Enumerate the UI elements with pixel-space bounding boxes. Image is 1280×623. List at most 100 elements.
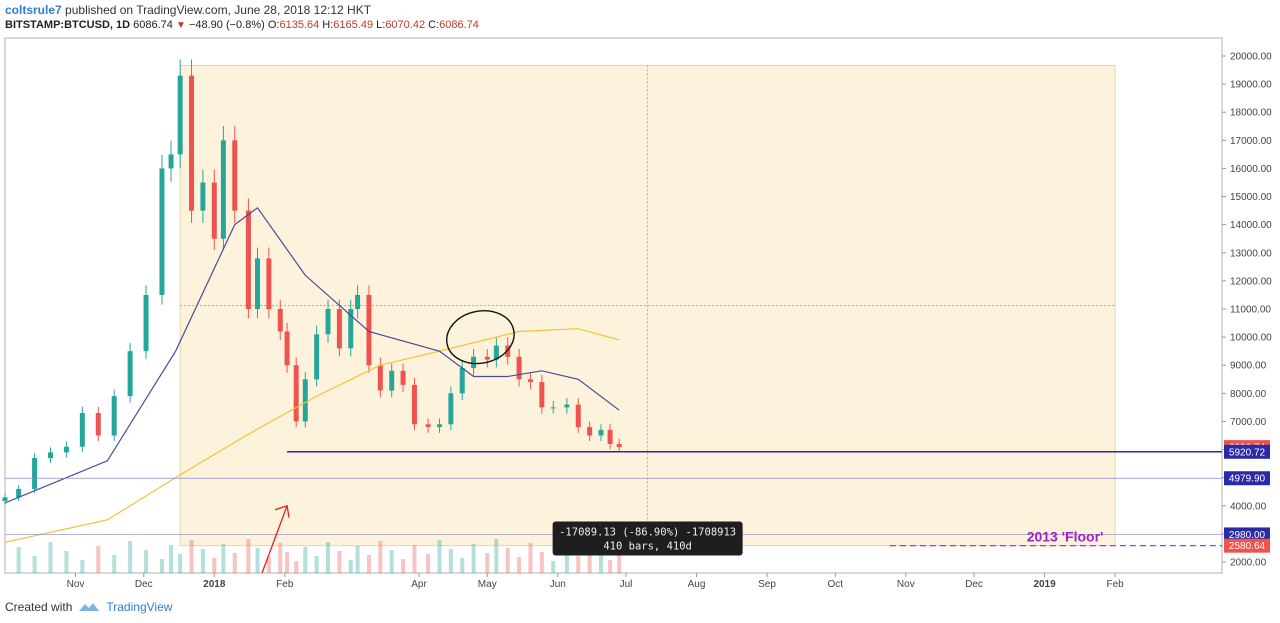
price-label-text: 4979.90 xyxy=(1229,474,1266,485)
volume-bar xyxy=(460,558,465,573)
candle xyxy=(95,413,101,436)
close-label: C: xyxy=(428,19,440,31)
y-tick-label: 4000.00 xyxy=(1230,501,1267,512)
candle xyxy=(355,294,361,309)
y-tick-label: 14000.00 xyxy=(1230,220,1272,231)
volume-bar xyxy=(189,540,194,573)
candle xyxy=(79,413,85,447)
volume-bar xyxy=(355,546,360,573)
volume-bar xyxy=(576,556,581,573)
volume-bar xyxy=(617,546,622,573)
x-tick-label: Dec xyxy=(965,579,983,590)
last-price: 6086.74 xyxy=(133,19,173,31)
volume-bar xyxy=(598,551,603,573)
candle xyxy=(143,294,149,352)
candle xyxy=(2,497,8,501)
candle xyxy=(232,140,238,211)
y-tick-label: 8000.00 xyxy=(1230,389,1267,400)
x-tick-label: Sep xyxy=(758,579,776,590)
candle xyxy=(598,429,604,436)
candle xyxy=(127,351,133,397)
y-tick-label: 9000.00 xyxy=(1230,361,1267,372)
publish-line: coltsrule7 published on TradingView.com,… xyxy=(5,3,371,17)
volume-bar xyxy=(128,541,133,573)
volume-bar xyxy=(426,554,431,573)
candle xyxy=(302,379,308,422)
down-triangle-icon: ▼ xyxy=(175,20,186,31)
volume-bar xyxy=(528,543,533,573)
volume-bar xyxy=(303,547,308,573)
volume-bar xyxy=(412,545,417,573)
candle xyxy=(366,294,372,366)
y-tick-label: 7000.00 xyxy=(1230,417,1267,428)
volume-bar xyxy=(401,559,406,573)
y-tick-label: 17000.00 xyxy=(1230,136,1272,147)
x-tick-label: Feb xyxy=(1106,579,1124,590)
symbol-name: BITSTAMP:BTCUSD, 1D xyxy=(5,19,131,31)
volume-bar xyxy=(144,550,149,573)
volume-bar xyxy=(285,552,290,573)
volume-bar xyxy=(564,547,569,573)
volume-bar xyxy=(437,540,442,573)
y-tick-label: 16000.00 xyxy=(1230,164,1272,175)
volume-bar xyxy=(112,555,117,573)
candle xyxy=(168,154,174,169)
author-link[interactable]: coltsrule7 xyxy=(5,3,62,17)
candle xyxy=(516,356,522,380)
y-tick-label: 20000.00 xyxy=(1230,52,1272,63)
volume-bar xyxy=(608,560,613,573)
candle xyxy=(550,407,556,409)
candle xyxy=(63,446,69,453)
x-tick-label: 2018 xyxy=(203,579,226,590)
price-label xyxy=(1224,471,1270,486)
volume-bar xyxy=(32,556,37,573)
volume-bar xyxy=(232,553,237,573)
volume-bar xyxy=(505,548,510,573)
candle xyxy=(587,427,593,436)
candle xyxy=(377,365,383,391)
candle xyxy=(459,368,465,394)
moving-average-short xyxy=(4,206,620,504)
volume-bar xyxy=(539,552,544,573)
candle xyxy=(220,140,226,239)
volume-bar xyxy=(178,554,183,573)
volume-bar xyxy=(80,560,85,573)
y-tick-label: 2000.00 xyxy=(1230,558,1267,569)
volume-bar xyxy=(96,546,101,573)
candle xyxy=(436,424,442,428)
candle xyxy=(348,309,354,349)
volume-bar xyxy=(64,551,69,573)
y-tick-label: 12000.00 xyxy=(1230,276,1272,287)
volume-bar xyxy=(485,553,490,573)
candle xyxy=(575,404,581,428)
x-tick-label: Feb xyxy=(276,579,294,590)
tradingview-brand[interactable]: TradingView xyxy=(106,600,173,614)
candle xyxy=(177,75,183,155)
volume-bar xyxy=(278,543,283,573)
candle xyxy=(493,345,499,360)
x-tick-label: Oct xyxy=(828,579,844,590)
candle xyxy=(425,424,431,428)
y-tick-label: 19000.00 xyxy=(1230,80,1272,91)
candle xyxy=(314,334,320,380)
annotation-arrowhead xyxy=(274,504,290,518)
candle xyxy=(616,443,622,448)
candle xyxy=(245,210,251,309)
annotation-arrow xyxy=(261,505,288,574)
volume-bar xyxy=(314,556,319,573)
volume-bar xyxy=(587,542,592,573)
x-tick-label: Apr xyxy=(411,579,427,590)
volume-bar xyxy=(378,541,383,573)
measure-text-2: 410 bars, 410d xyxy=(603,541,692,553)
floor-label: 2013 'Floor' xyxy=(1027,529,1104,545)
y-tick-label: 10000.00 xyxy=(1230,333,1272,344)
candle xyxy=(484,356,490,360)
price-label xyxy=(1224,527,1270,542)
volume-bar xyxy=(159,559,164,573)
volume-bar xyxy=(16,547,21,573)
high-value: 6165.49 xyxy=(333,19,374,31)
volume-bar xyxy=(246,539,251,573)
volume-bar xyxy=(266,557,271,573)
volume-bar xyxy=(212,558,217,573)
